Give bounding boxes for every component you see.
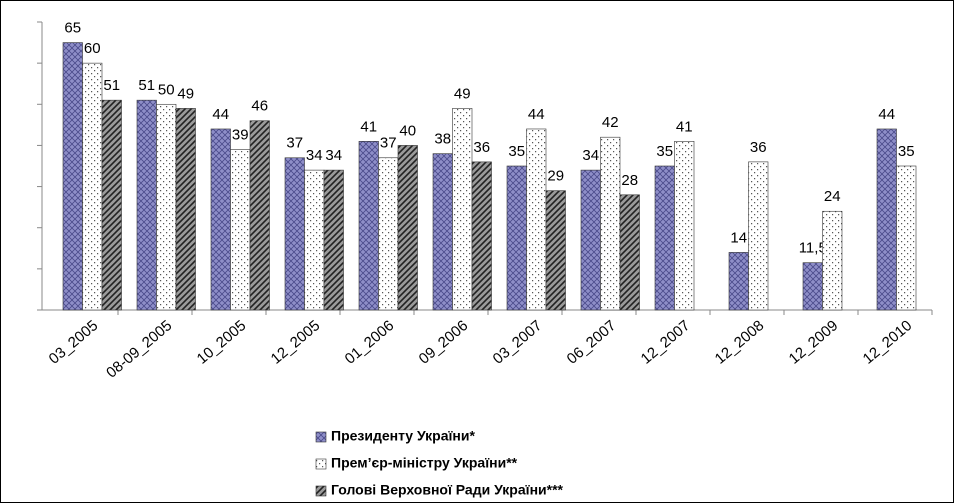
bar [822, 210, 843, 311]
bar [876, 128, 897, 311]
bar [397, 145, 418, 311]
value-label: 29 [547, 168, 564, 185]
legend-label: Голові Верховної Ради України*** [331, 482, 564, 498]
bar [82, 62, 103, 311]
value-label: 44 [528, 106, 545, 123]
value-label: 40 [399, 122, 416, 139]
bar [101, 99, 122, 311]
bar [210, 128, 231, 311]
value-label: 35 [508, 143, 525, 160]
value-label: 35 [898, 143, 915, 160]
value-label: 42 [602, 114, 619, 131]
bar [674, 141, 695, 311]
value-label: 36 [473, 139, 490, 156]
bar [284, 157, 305, 311]
value-label: 51 [103, 77, 120, 94]
value-label: 24 [824, 188, 841, 205]
value-label: 51 [138, 77, 155, 94]
bar [619, 194, 640, 311]
bar [654, 165, 675, 311]
bar [62, 42, 83, 311]
bar [156, 103, 177, 311]
value-label: 50 [158, 81, 175, 98]
legend-label: Президенту України* [331, 428, 475, 444]
value-label: 37 [286, 135, 303, 152]
bar [506, 165, 527, 311]
bar [896, 165, 917, 311]
bar [580, 169, 601, 311]
bar [378, 157, 399, 311]
legend-label: Прем’єр-міністру України** [331, 455, 518, 471]
value-label: 37 [380, 135, 397, 152]
bar [748, 161, 769, 311]
bar [323, 169, 344, 311]
value-label: 28 [621, 172, 638, 189]
value-label: 36 [750, 139, 767, 156]
value-label: 60 [84, 40, 101, 57]
legend-swatch [315, 458, 327, 470]
bar [175, 108, 196, 311]
bar [728, 252, 749, 311]
bar [471, 161, 492, 311]
legend-swatch [315, 431, 327, 443]
value-label: 44 [212, 106, 229, 123]
bar [136, 99, 157, 311]
value-label: 11,5 [799, 240, 827, 257]
bar [432, 153, 453, 311]
value-label: 38 [434, 131, 451, 148]
value-label: 49 [454, 85, 471, 102]
value-label: 39 [232, 127, 249, 144]
value-label: 34 [325, 147, 342, 164]
value-label: 34 [306, 147, 323, 164]
value-label: 46 [251, 98, 268, 115]
bar [452, 108, 473, 311]
value-label: 35 [656, 143, 673, 160]
value-label: 65 [64, 20, 81, 37]
value-label: 34 [582, 147, 599, 164]
bar [600, 136, 621, 311]
bar [802, 262, 823, 311]
bar [545, 190, 566, 311]
value-label: 41 [676, 118, 693, 135]
value-label: 41 [360, 118, 377, 135]
bar [358, 141, 379, 311]
bar [230, 149, 251, 311]
legend-swatch [315, 485, 327, 497]
bar [526, 128, 547, 311]
bar [249, 120, 270, 311]
value-label: 14 [730, 229, 747, 246]
bar [304, 169, 325, 311]
value-label: 44 [878, 106, 895, 123]
value-label: 49 [177, 85, 194, 102]
